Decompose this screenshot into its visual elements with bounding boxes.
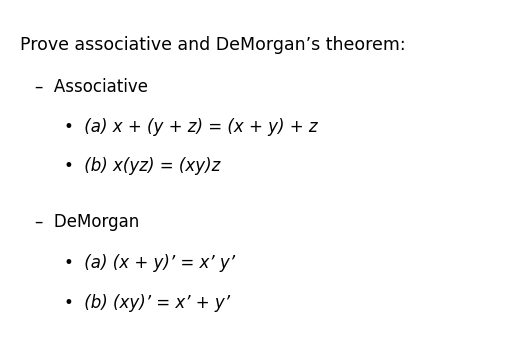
Text: •  (a) x + (y + z) = (x + y) + z: • (a) x + (y + z) = (x + y) + z (64, 118, 318, 136)
Text: •  (b) (xy)’ = x’ + y’: • (b) (xy)’ = x’ + y’ (64, 294, 230, 312)
Text: Prove associative and DeMorgan’s theorem:: Prove associative and DeMorgan’s theorem… (20, 36, 405, 54)
Text: •  (b) x(yz) = (xy)z: • (b) x(yz) = (xy)z (64, 157, 221, 175)
Text: –  DeMorgan: – DeMorgan (35, 213, 139, 231)
Text: –  Associative: – Associative (35, 78, 148, 96)
Text: •  (a) (x + y)’ = x’ y’: • (a) (x + y)’ = x’ y’ (64, 254, 235, 272)
